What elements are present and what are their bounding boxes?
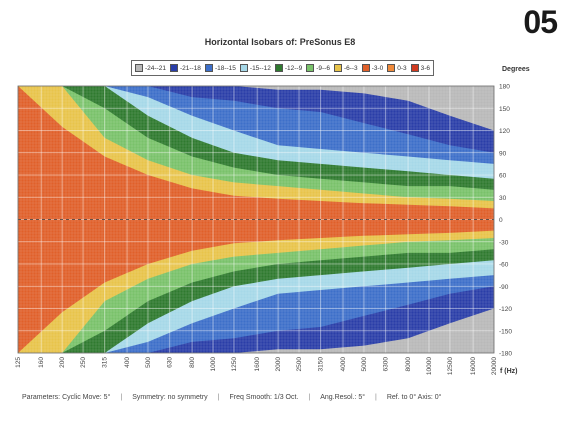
x-tick-label: 1000 — [210, 357, 217, 372]
footer-ang-resol: Ang.Resol.: 5° — [320, 394, 366, 401]
footer-ref: Ref. to 0° Axis: 0° — [386, 394, 442, 401]
footer-freq-smooth: Freq Smooth: 1/3 Oct. — [229, 394, 299, 401]
legend-item: -12--9 — [274, 64, 303, 72]
x-tick-label: 8000 — [405, 357, 412, 372]
legend-swatch — [169, 64, 178, 72]
y-tick-label: 180 — [499, 84, 510, 91]
y-tick-label: -150 — [499, 328, 512, 335]
legend-label: -15--12 — [249, 64, 271, 72]
x-tick-label: 4000 — [340, 357, 347, 372]
footer-separator: | — [217, 394, 220, 401]
footer-separator: | — [375, 394, 377, 401]
y-tick-label: 0 — [499, 217, 503, 224]
legend-item: -24--21 — [135, 64, 166, 72]
plot-frame — [17, 85, 495, 354]
footer-parameters: Parameters: Cyclic Move: 5° — [22, 394, 111, 401]
y-tick-label: -90 — [499, 284, 509, 291]
y-tick-label: -180 — [499, 351, 512, 358]
legend-swatch — [306, 64, 315, 72]
y-tick-label: 120 — [499, 128, 510, 135]
x-tick-label: 5000 — [361, 357, 368, 372]
footer-separator: | — [308, 394, 311, 401]
chart-title: Horizontal Isobars of: PreSonus E8 — [204, 37, 356, 47]
x-tick-label: 20000 — [491, 357, 498, 375]
legend-swatch — [410, 64, 419, 72]
x-tick-label: 6300 — [383, 357, 390, 372]
legend-label: -12--9 — [284, 64, 303, 72]
footer-symmetry: Symmetry: no symmetry — [132, 394, 208, 401]
legend-label: -6--3 — [343, 64, 358, 72]
legend-item: 3-6 — [410, 64, 431, 72]
footer: Parameters: Cyclic Move: 5° | Symmetry: … — [22, 394, 542, 401]
legend-swatch — [361, 64, 370, 72]
y-tick-label: -60 — [499, 262, 509, 269]
x-tick-label: 10000 — [426, 357, 433, 375]
x-tick-label: 2000 — [275, 357, 282, 372]
legend-label: -9--6 — [316, 64, 330, 72]
legend-label: -3-0 — [371, 64, 384, 72]
legend-item: -3-0 — [361, 64, 384, 72]
y-tick-label: 60 — [499, 173, 507, 180]
legend-label: -18--15 — [214, 64, 236, 72]
legend-swatch — [387, 64, 396, 72]
legend-swatch — [274, 64, 283, 72]
x-tick-label: 630 — [167, 357, 174, 368]
page-number: 05 — [523, 4, 558, 40]
legend-label: 0-3 — [397, 64, 407, 72]
x-tick-label: 1600 — [254, 357, 261, 372]
y-tick-label: 150 — [499, 106, 510, 113]
y-tick-label: -30 — [499, 239, 509, 246]
legend-item: 0-3 — [387, 64, 407, 72]
legend: -24--21 -21--18 -18--15 -15--12 -12--9 -9--6 -… — [131, 60, 435, 76]
y-tick-label: -120 — [499, 306, 512, 313]
legend-item: -6--3 — [333, 64, 358, 72]
footer-separator: | — [120, 394, 123, 401]
legend-label: 3-6 — [420, 64, 431, 72]
legend-item: -9--6 — [306, 64, 330, 72]
x-tick-label: 800 — [189, 357, 196, 368]
x-tick-label: 1250 — [231, 357, 238, 372]
legend-item: -18--15 — [204, 64, 236, 72]
legend-item: -21--18 — [169, 64, 201, 72]
x-tick-label: 160 — [38, 357, 45, 368]
x-tick-label: 125 — [15, 357, 22, 368]
legend-swatch — [204, 64, 213, 72]
y-tick-label: 30 — [499, 195, 507, 202]
x-tick-label: 200 — [59, 357, 66, 368]
legend-label: -24--21 — [145, 64, 166, 72]
legend-swatch — [135, 64, 143, 72]
x-tick-label: 250 — [80, 357, 87, 368]
x-tick-label: 315 — [102, 357, 109, 368]
y-axis-title: Degrees — [502, 66, 530, 73]
x-axis-title: f (Hz) — [500, 368, 518, 375]
x-tick-label: 400 — [124, 357, 131, 368]
legend-swatch — [239, 64, 248, 72]
legend-item: -15--12 — [239, 64, 271, 72]
y-tick-label: 90 — [499, 150, 507, 157]
x-tick-label: 3150 — [318, 357, 325, 372]
x-tick-label: 12500 — [447, 357, 454, 375]
plot-area — [18, 86, 494, 353]
x-tick-label: 16000 — [470, 357, 477, 375]
x-tick-label: 500 — [145, 357, 152, 368]
x-tick-label: 2500 — [296, 357, 303, 372]
legend-label: -21--18 — [179, 64, 201, 72]
legend-swatch — [333, 64, 342, 72]
